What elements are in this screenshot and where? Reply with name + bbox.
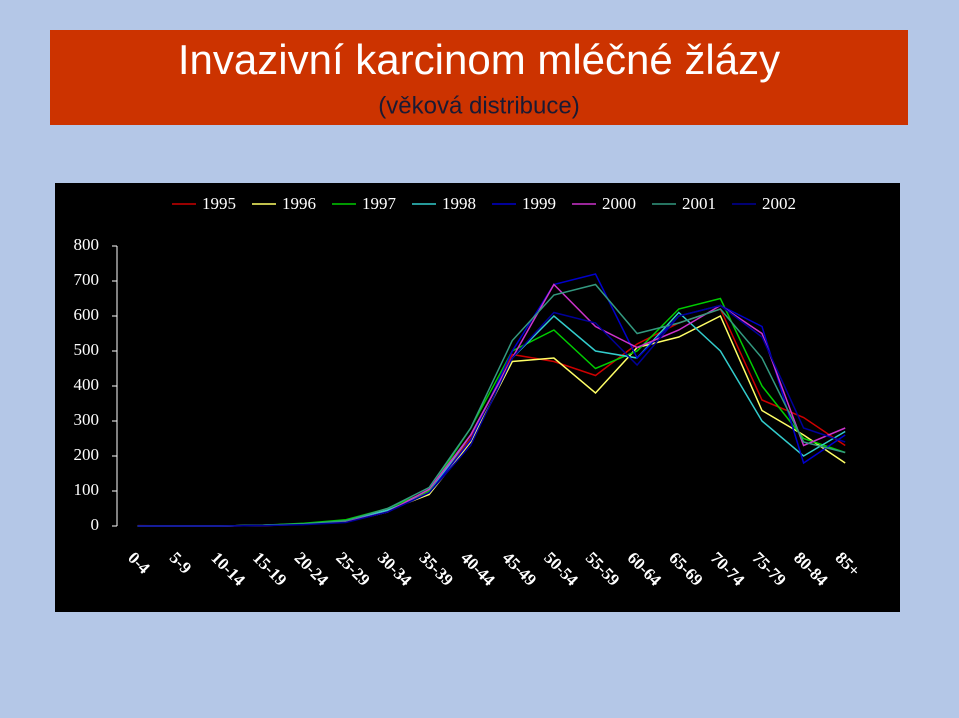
y-tick-label: 500 xyxy=(74,340,100,359)
y-tick-label: 600 xyxy=(74,305,100,324)
chart-title: Invazivní karcinom mléčné žlázy xyxy=(178,36,780,83)
y-tick-label: 100 xyxy=(74,480,100,499)
legend-label: 1997 xyxy=(362,194,397,213)
legend-label: 2002 xyxy=(762,194,796,213)
title-banner xyxy=(50,30,908,125)
legend-label: 2001 xyxy=(682,194,716,213)
y-tick-label: 400 xyxy=(74,375,100,394)
y-tick-label: 700 xyxy=(74,270,100,289)
y-tick-label: 300 xyxy=(74,410,100,429)
y-tick-label: 800 xyxy=(74,235,100,254)
legend-label: 1998 xyxy=(442,194,476,213)
y-tick-label: 200 xyxy=(74,445,100,464)
chart-subtitle: (věková distribuce) xyxy=(378,92,579,119)
series-line xyxy=(137,304,846,527)
legend-label: 1999 xyxy=(522,194,556,213)
chart-area xyxy=(55,183,900,612)
y-tick-label: 0 xyxy=(91,515,100,534)
legend-label: 1995 xyxy=(202,194,236,213)
legend-label: 2000 xyxy=(602,194,636,213)
legend-label: 1996 xyxy=(282,194,316,213)
